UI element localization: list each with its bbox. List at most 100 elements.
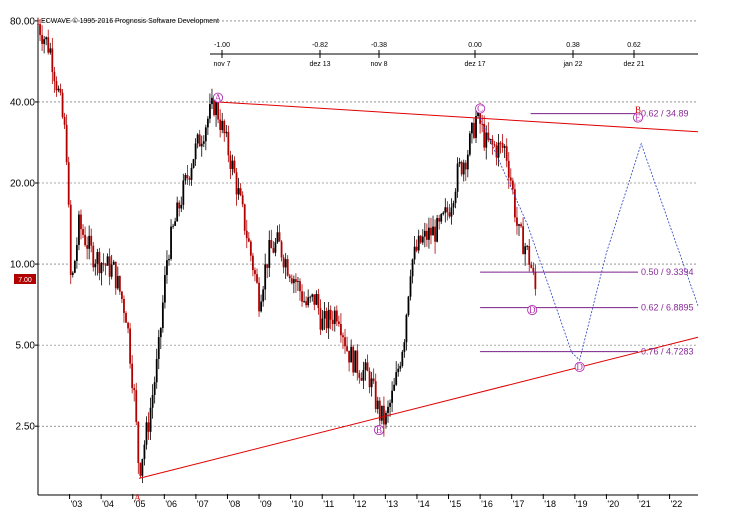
candle-130 [303,291,305,303]
level-label-0: 0.62 / 34.89 [641,109,689,119]
candle-body-38 [114,261,117,289]
candle-208 [462,159,465,182]
candle-238 [524,242,527,266]
candle-body-165 [374,381,377,410]
candle-body-103 [247,238,250,242]
candle-body-59 [157,337,160,359]
candle-body-80 [200,143,203,147]
candle-144 [331,310,334,331]
candle-body-18 [73,260,76,273]
candle-body-186 [417,235,420,251]
candle-48 [135,382,138,426]
candle-201 [448,204,451,219]
candle-body-234 [516,217,518,226]
candle-body-237 [522,226,524,255]
candle-101 [243,203,246,235]
candle-body-177 [399,365,402,369]
candle-body-236 [520,224,522,227]
candle-17 [71,271,74,278]
candle-body-74 [188,178,191,180]
wave-label-0: A [212,92,224,103]
candle-147 [337,315,340,327]
candle-body-60 [159,328,162,338]
candle-body-178 [401,351,404,366]
candle-170 [385,410,387,429]
candle-65 [170,219,172,261]
candle-107 [256,268,258,284]
wave-label-6: B [635,105,641,115]
candle-240 [528,238,531,272]
candle-body-156 [356,350,359,374]
candle-body-7 [51,48,54,73]
candle-44 [127,321,129,334]
cycle-value-1: -0.82 [312,42,328,49]
candle-body-213 [473,122,475,138]
candle-223 [493,140,496,148]
candle-190 [425,223,428,247]
candle-103 [247,232,250,243]
candle-97 [235,168,238,206]
candle-body-175 [395,372,398,385]
candle-124 [290,274,293,285]
candle-body-86 [213,97,215,116]
candle-body-41 [121,291,123,299]
x-tick-label-14: '17 [513,499,525,509]
candle-15 [67,156,70,208]
x-tick-labels: '03 '04 '05 '06 '07 '08 '09 '10 '11 '12 '13 '14 '15 '… [69,494,682,509]
candle-body-214 [475,116,477,138]
candle-104 [249,239,252,262]
candle-body-238 [524,246,527,255]
trendline-1 [138,336,699,479]
candle-body-185 [415,246,418,251]
candle-body-67 [174,221,177,226]
candle-204 [454,188,457,209]
wave-label-text-2: B [376,425,382,435]
candle-239 [526,244,529,251]
candle-body-95 [231,160,234,169]
wave-label-text-0: A [215,93,222,103]
candle-76 [192,158,195,169]
candle-151 [346,336,348,352]
candle-172 [389,399,391,417]
candle-115 [272,241,275,254]
candle-120 [282,254,285,274]
candle-body-87 [215,100,217,116]
candle-body-51 [141,458,144,476]
candle-body-112 [266,264,269,268]
axes [37,18,698,496]
candle-233 [514,183,516,223]
candle-143 [329,305,332,330]
candle-133 [309,295,312,303]
candle-182 [409,269,412,301]
candle-body-81 [202,141,205,144]
candle-235 [518,223,520,236]
candle-body-210 [466,154,469,170]
candle-body-69 [178,202,181,209]
candle-body-35 [108,256,111,277]
candle-158 [360,372,363,381]
candle-body-14 [65,124,68,163]
candle-18 [73,259,76,274]
candle-body-68 [176,202,179,222]
candle-body-127 [297,281,299,282]
candle-82 [204,124,207,151]
x-tick-label-4: '07 [197,499,209,509]
candle-body-85 [211,97,213,105]
candle-body-188 [421,236,424,243]
candle-body-4 [45,37,48,40]
candle-body-242 [532,267,535,273]
candle-118 [278,224,281,242]
candle-98 [237,177,240,200]
candle-body-201 [448,212,451,217]
candle-body-13 [63,116,66,125]
candle-body-16 [69,204,72,275]
candle-137 [317,288,320,315]
candle-70 [180,196,183,213]
candle-73 [186,165,189,185]
candle-body-63 [166,260,168,276]
candle-body-131 [305,301,308,306]
candle-body-142 [327,309,330,329]
candle-body-224 [495,145,498,158]
candle-body-122 [286,259,289,276]
level-label-3: 0.76 / 4.7283 [641,347,694,357]
